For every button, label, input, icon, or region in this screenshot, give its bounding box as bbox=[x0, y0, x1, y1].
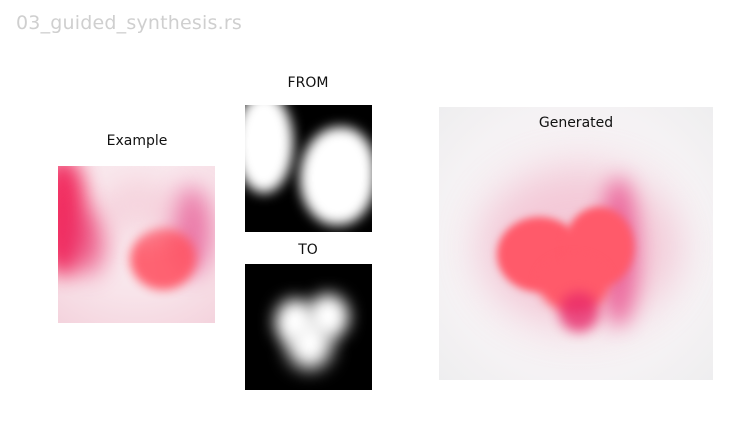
from-label: FROM bbox=[287, 75, 329, 91]
generated-image bbox=[439, 107, 713, 380]
example-image bbox=[58, 166, 215, 323]
file-title: 03_guided_synthesis.rs bbox=[16, 12, 242, 34]
generated-label: Generated bbox=[538, 115, 614, 131]
to-mask-image bbox=[245, 264, 372, 390]
to-label: TO bbox=[298, 242, 318, 258]
example-label: Example bbox=[106, 133, 168, 149]
from-mask-image bbox=[245, 105, 372, 232]
